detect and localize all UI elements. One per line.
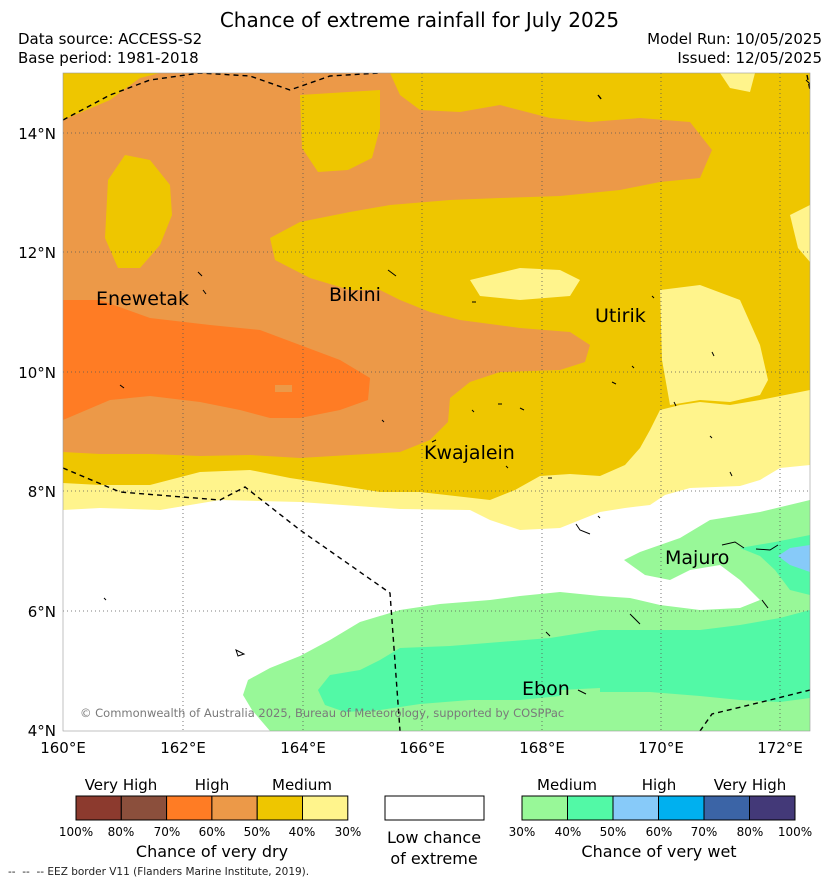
lat-label: 4°N [28,722,56,740]
data-source-info: Data source: ACCESS-S2 Base period: 1981… [18,30,202,68]
legend-dry-tick: 60% [199,825,226,839]
map-title: Chance of extreme rainfall for July 2025 [219,8,620,32]
map-frame [62,72,811,732]
lat-label: 10°N [18,364,56,382]
legend-wet-tick: 100% [778,825,812,839]
lon-label: 168°E [519,739,565,757]
island-outlines [103,79,810,695]
legend-neutral-title-line1: Low chance [387,828,481,847]
place-label-bikini: Bikini [329,284,381,306]
legend-wet-swatch [567,795,614,821]
copyright-notice: © Commonwealth of Australia 2025, Bureau… [80,706,564,720]
legend-dry-tick: 40% [289,825,316,839]
lon-label: 172°E [757,739,803,757]
legend-dry: Very High High Medium 100% 80% 70% 60% 5… [59,776,361,861]
legend-dry-tick: 50% [244,825,271,839]
place-label-kwajalein: Kwajalein [424,442,515,464]
legend-neutral: Low chance of extreme [384,795,485,868]
eez-border-note: -- -- -- EEZ border V11 (Flanders Marine… [8,866,310,878]
data-source-text: Data source: ACCESS-S2 [18,30,203,48]
legend-wet-swatch [749,795,796,821]
legend-dry-swatch [75,795,122,821]
issued-text: Issued: 12/05/2025 [677,49,822,67]
legend-wet-swatch [521,795,568,821]
legend-dry-category: Very High [85,776,158,794]
wet-high-region [778,545,810,572]
legend-wet-tick: 60% [646,825,673,839]
place-label-utirik: Utirik [595,305,646,327]
eez-border [63,73,810,731]
legend-wet-tick: 40% [555,825,582,839]
legend-dry-tick: 100% [59,825,93,839]
place-label-majuro: Majuro [665,547,729,569]
legend-dry-category: High [195,776,229,794]
legend-dry-swatch [211,795,258,821]
map-fields [63,73,810,731]
lat-label: 8°N [28,483,56,501]
legend-neutral-swatch [384,795,485,821]
legend-neutral-title-line2: of extreme [390,849,477,868]
legend-dry-category: Medium [272,776,332,794]
legend-wet-swatch [703,795,750,821]
legend-wet-title: Chance of very wet [581,842,736,861]
legend-wet-category: High [642,776,676,794]
legend-dry-tick: 70% [154,825,181,839]
legend-wet-tick: 70% [691,825,718,839]
legend-dry-tick: 80% [108,825,135,839]
dry-high-strong-region [63,300,370,420]
legend-wet-tick: 50% [600,825,627,839]
legend-wet-category: Very High [714,776,787,794]
model-run-text: Model Run: 10/05/2025 [647,30,822,48]
lon-label: 162°E [160,739,206,757]
legend-dry-swatch [166,795,213,821]
legend-wet-tick: 30% [509,825,536,839]
graticule [63,73,810,731]
legend-dry-tick: 30% [335,825,362,839]
lon-label: 166°E [399,739,445,757]
lat-label: 14°N [18,125,56,143]
place-label-ebon: Ebon [522,678,570,700]
legend-dry-swatch [302,795,349,821]
model-run-info: Model Run: 10/05/2025 Issued: 12/05/2025 [647,30,822,68]
place-label-enewetak: Enewetak [96,288,189,310]
legend-wet-swatch [658,795,705,821]
legend-dry-swatch [120,795,168,821]
lat-label: 12°N [18,244,56,262]
place-labels: Enewetak Bikini Utirik Kwajalein Majuro … [96,284,729,700]
lon-label: 160°E [40,739,86,757]
lon-label: 170°E [638,739,684,757]
latitude-labels: 14°N 12°N 10°N 8°N 6°N 4°N [18,125,56,740]
legend-dry-colorbar [75,795,349,821]
lat-label: 6°N [28,603,56,621]
base-period-text: Base period: 1981-2018 [18,49,199,67]
legend-dry-title: Chance of very dry [136,842,288,861]
longitude-labels: 160°E 162°E 164°E 166°E 168°E 170°E 172°… [40,739,803,757]
legend-wet-tick: 80% [737,825,764,839]
legend-wet-swatch [612,795,659,821]
legend-dry-swatch [256,795,304,821]
legend-wet-category: Medium [537,776,597,794]
legend-wet-colorbar [521,795,796,821]
lon-label: 164°E [280,739,326,757]
legend-wet: Medium High Very High 30% 40% 50% 60% 70… [509,776,812,861]
